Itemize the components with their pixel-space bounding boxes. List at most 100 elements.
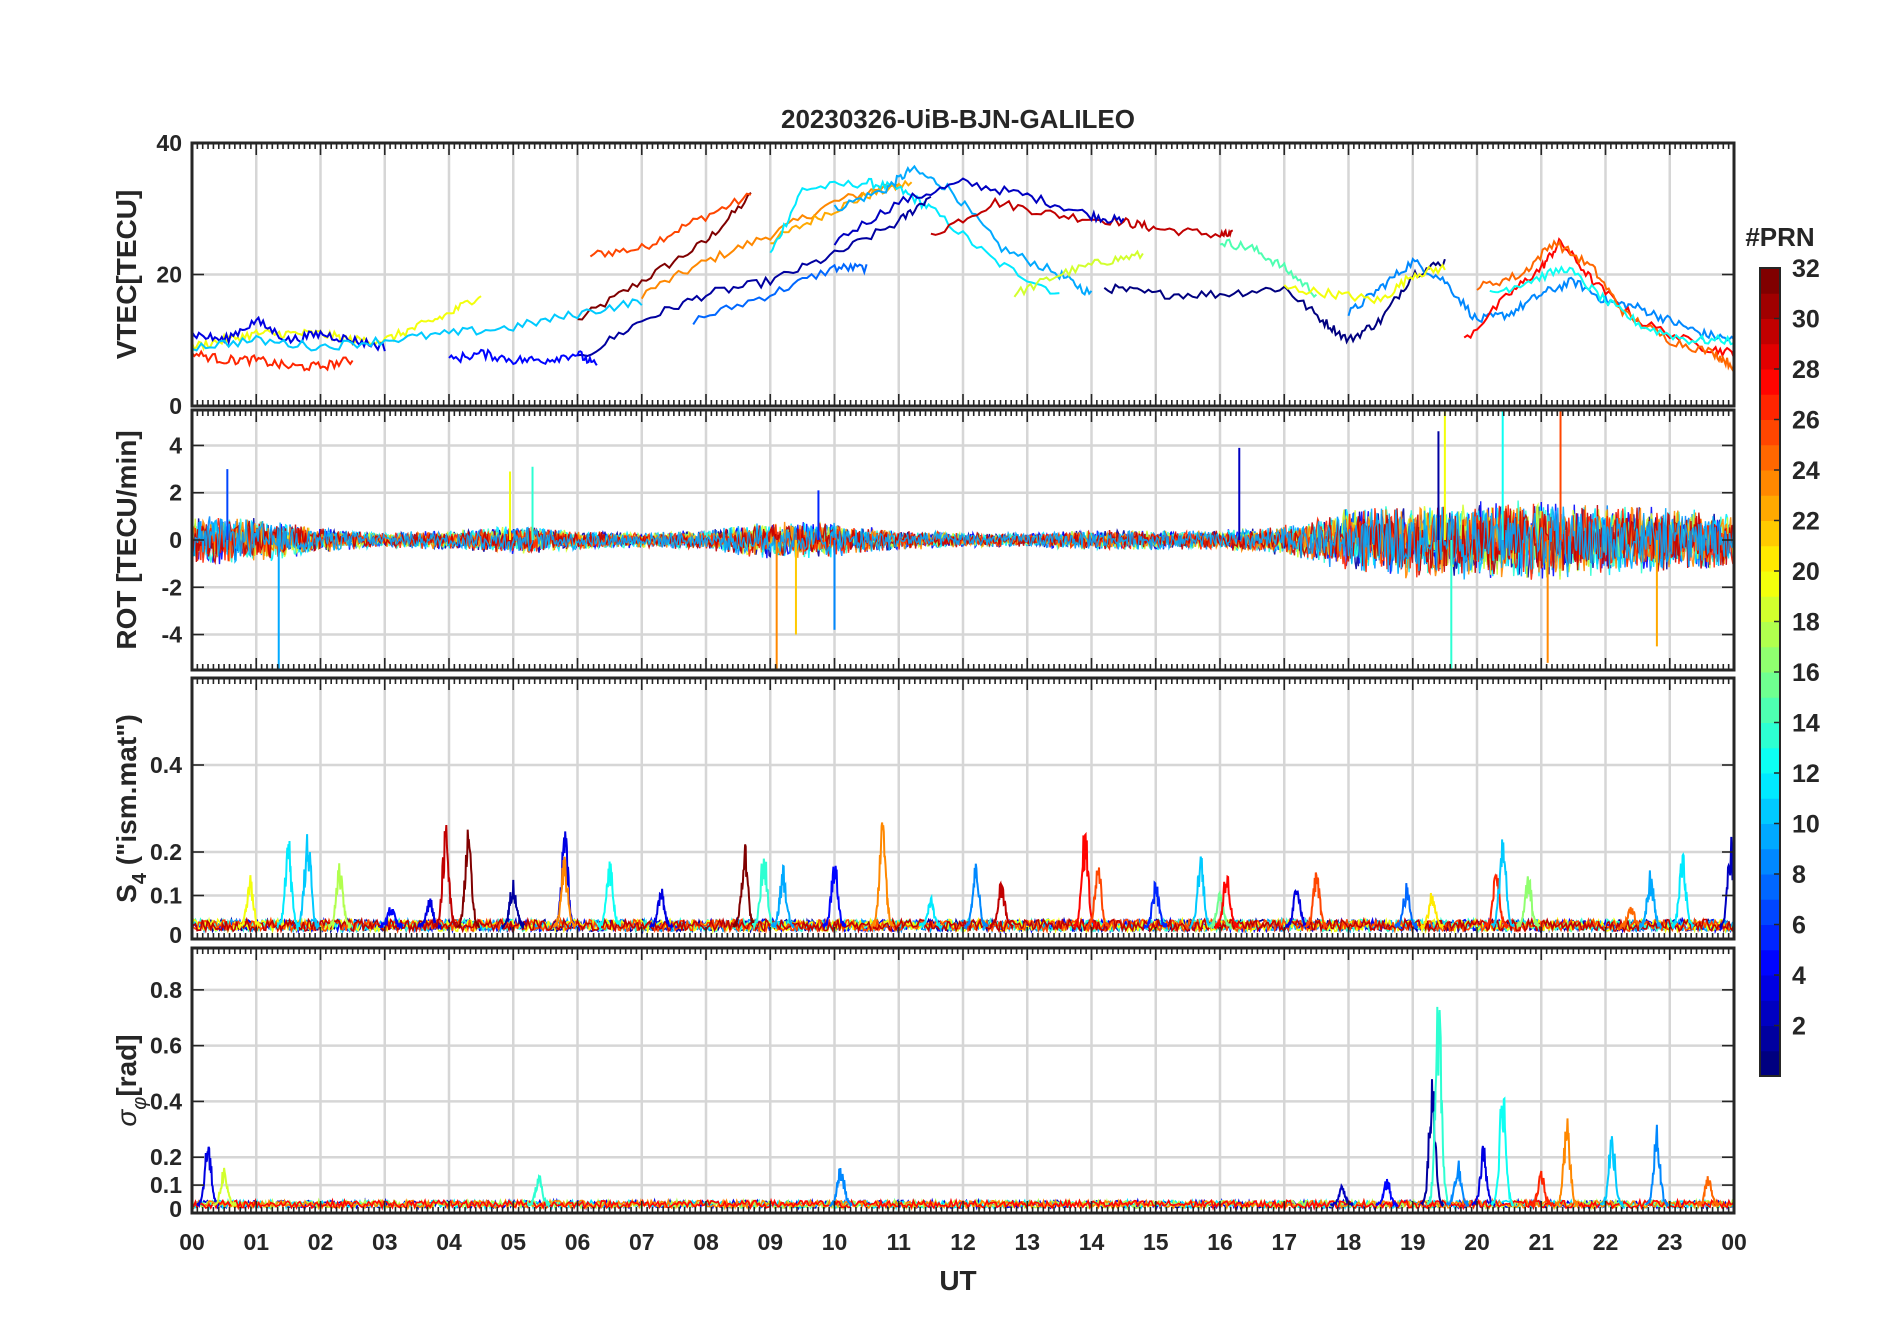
colorbar-level [1760,747,1780,774]
y-tick-label: 0 [169,393,182,419]
y-tick-label: 0.8 [150,977,182,1003]
x-tick-label: 00 [179,1229,205,1255]
vtec-series-prn-20 [192,295,482,352]
x-tick-label: 03 [372,1229,398,1255]
vtec-series-prn-20 [1283,263,1446,305]
colorbar-tick-label: 8 [1792,861,1806,889]
grid [190,948,1736,1215]
colorbar-level [1760,293,1780,319]
burst-prn-32 [732,844,757,928]
rot-series-prn-10 [192,505,1734,580]
colorbar-tick-label: 32 [1792,255,1820,283]
vtec-series-prn-10 [833,164,1093,296]
colorbar-tick-label: 2 [1792,1013,1806,1041]
burst-prn-2 [1420,1079,1445,1208]
x-tick-label: 08 [693,1229,719,1255]
vtec-series-prn-23 [770,179,913,245]
y-axis-label: σφ[rad] [111,1034,151,1126]
burst-prn-12 [918,893,943,930]
burst-prn-28 [1072,831,1098,931]
y-tick-label: 0.1 [150,883,182,909]
plot-area [192,164,1734,373]
burst-prn-11 [295,834,320,931]
burst-prn-3 [1329,1183,1354,1208]
x-tick-labels: 00 01 02 03 04 05 06 07 08 09 10 11 12 13 14 15 16 17 18 19… [179,1229,1747,1255]
burst-prn-4 [1471,1145,1496,1209]
y-axis-label: VTEC[TECU] [111,190,142,360]
burst-prn-16 [1208,890,1233,930]
y-tick-label: 0.2 [150,1144,182,1170]
colorbar-level [1760,444,1780,471]
y-axis-label: S4 ("ism.mat") [111,714,151,903]
colorbar-tick-label: 24 [1792,457,1820,485]
baseline-series-prn-30 [192,916,1734,934]
burst-prn-9 [963,863,989,931]
burst-prn-30 [433,824,458,930]
burst-prn-19 [212,1167,237,1209]
x-tick-label: 11 [887,1229,912,1255]
y-tick-label: 4 [169,432,182,458]
burst-prn-12 [1670,852,1695,931]
colorbar-tick-label: 10 [1792,811,1820,839]
colorbar-level [1760,848,1780,875]
vtec-series-prn-12 [769,177,1060,295]
colorbar-level [1760,949,1780,976]
colorbar-tick-label: 28 [1792,356,1820,384]
colorbar-tick-label: 12 [1792,760,1820,788]
burst-prn-13 [1490,1096,1515,1207]
colorbar-level [1760,697,1780,723]
vtec-series-prn-5 [448,348,598,366]
burst-prn-4 [552,831,577,930]
x-tick-label: 04 [436,1229,462,1255]
x-tick-label: 19 [1400,1229,1426,1255]
vtec-series-prn-2 [577,195,932,358]
colorbar-tick-label: 6 [1792,912,1806,940]
vtec-series-prn-1 [1103,258,1446,345]
burst-prn-4 [1284,888,1310,930]
panel-sigma-phi: 00.10.2 0.4 0.6 0.8 σφ[rad] [111,946,1736,1222]
y-tick-label: 0.4 [150,1088,182,1114]
burst-prn-24 [1555,1118,1580,1210]
colorbar-tick-label: 22 [1792,508,1820,536]
y-tick-label: 0 [169,1196,182,1222]
x-tick-label: 20 [1464,1229,1490,1255]
y-axis-label: ROT [TECU/min] [111,430,142,649]
y-ticks: 0 0.1 0.2 0.4 [150,752,1734,948]
colorbar-tick-label: 30 [1792,306,1820,334]
colorbar-level [1760,646,1780,673]
burst-prn-26 [1304,872,1328,930]
colorbar-tick-label: 14 [1792,710,1820,738]
vtec-series-prn-25 [1476,239,1734,373]
burst-prn-17 [1516,876,1541,930]
burst-prn-5 [822,865,847,930]
burst-prn-11 [1490,839,1515,929]
panel-vtec: 0 20 40 VTEC[TECU] [111,130,1736,419]
colorbar-level [1760,1025,1780,1052]
vtec-series-prn-19 [1013,249,1144,298]
y-tick-label: -2 [162,574,182,600]
colorbar-level [1760,672,1780,698]
grid [190,678,1736,941]
vtec-series-prn-9 [1347,257,1734,342]
y-tick-label: 20 [156,262,182,288]
burst-prn-9 [1645,1124,1669,1209]
colorbar-level [1760,798,1780,824]
burst-prn-4 [648,888,674,930]
colorbar-level [1760,924,1780,951]
burst-prn-4 [196,1146,220,1209]
colorbar-level [1760,394,1780,420]
x-tick-label: 22 [1593,1229,1619,1255]
burst-prn-28 [1214,874,1239,930]
plot-area [192,822,1734,935]
x-tick-label: 10 [822,1229,848,1255]
burst-prn-27 [1529,1170,1554,1208]
y-tick-label: 2 [169,480,182,506]
colorbar-level [1760,823,1780,850]
x-tick-label: 07 [629,1229,655,1255]
colorbar-level [1760,470,1780,496]
vtec-series-prn-15 [1219,238,1318,299]
colorbar-level [1760,773,1780,799]
y-ticks: 00.10.2 0.4 0.6 0.8 [150,977,1734,1222]
x-tick-label: 09 [757,1229,783,1255]
